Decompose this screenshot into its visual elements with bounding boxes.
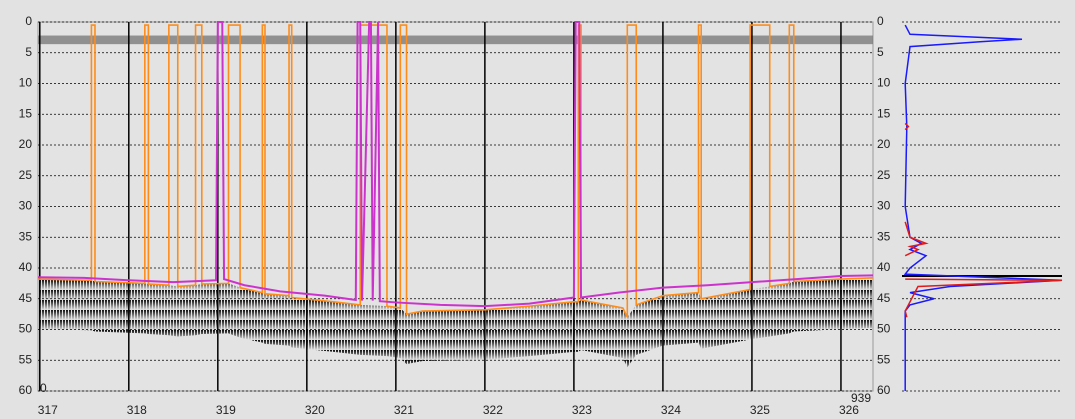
x-tick-label: 320 (305, 403, 325, 417)
y-tick-label: 5 (25, 45, 32, 59)
page: 0510152025303540455055603173183193203213… (0, 0, 1075, 419)
y-tick-label: 40 (877, 260, 891, 274)
x-tick-label: 319 (216, 403, 236, 417)
y-tick-label: 60 (19, 383, 33, 397)
y-tick-label: 10 (877, 76, 891, 90)
y-tick-label: 15 (19, 106, 33, 120)
y-tick-label: 30 (19, 199, 33, 213)
y-tick-label: 55 (877, 352, 891, 366)
x-tick-label: 326 (839, 403, 859, 417)
y-tick-label: 30 (877, 199, 891, 213)
y-tick-label: 0 (877, 14, 884, 28)
y-tick-label: 0 (25, 14, 32, 28)
ping-label: 939 (851, 391, 871, 405)
y-tick-label: 45 (877, 291, 891, 305)
y-tick-label: 40 (19, 260, 33, 274)
y-tick-label: 35 (877, 229, 891, 243)
y-tick-label: 10 (19, 76, 33, 90)
ping-label: 0 (40, 381, 47, 395)
x-tick-label: 324 (661, 403, 681, 417)
chart: 0510152025303540455055603173183193203213… (0, 0, 1075, 419)
x-tick-label: 317 (38, 403, 58, 417)
x-tick-label: 325 (750, 403, 770, 417)
y-tick-label: 45 (19, 291, 33, 305)
y-tick-label: 50 (877, 322, 891, 336)
y-tick-label: 25 (877, 168, 891, 182)
x-tick-label: 321 (394, 403, 414, 417)
surface-band (38, 36, 873, 45)
y-tick-label: 20 (19, 137, 33, 151)
y-tick-label: 55 (19, 352, 33, 366)
y-tick-label: 35 (19, 229, 33, 243)
y-tick-label: 50 (19, 322, 33, 336)
x-tick-label: 323 (572, 403, 592, 417)
y-tick-label: 5 (877, 45, 884, 59)
y-tick-label: 60 (877, 383, 891, 397)
x-tick-label: 322 (483, 403, 503, 417)
y-tick-label: 20 (877, 137, 891, 151)
x-tick-label: 318 (127, 403, 147, 417)
y-tick-label: 25 (19, 168, 33, 182)
y-tick-label: 15 (877, 106, 891, 120)
